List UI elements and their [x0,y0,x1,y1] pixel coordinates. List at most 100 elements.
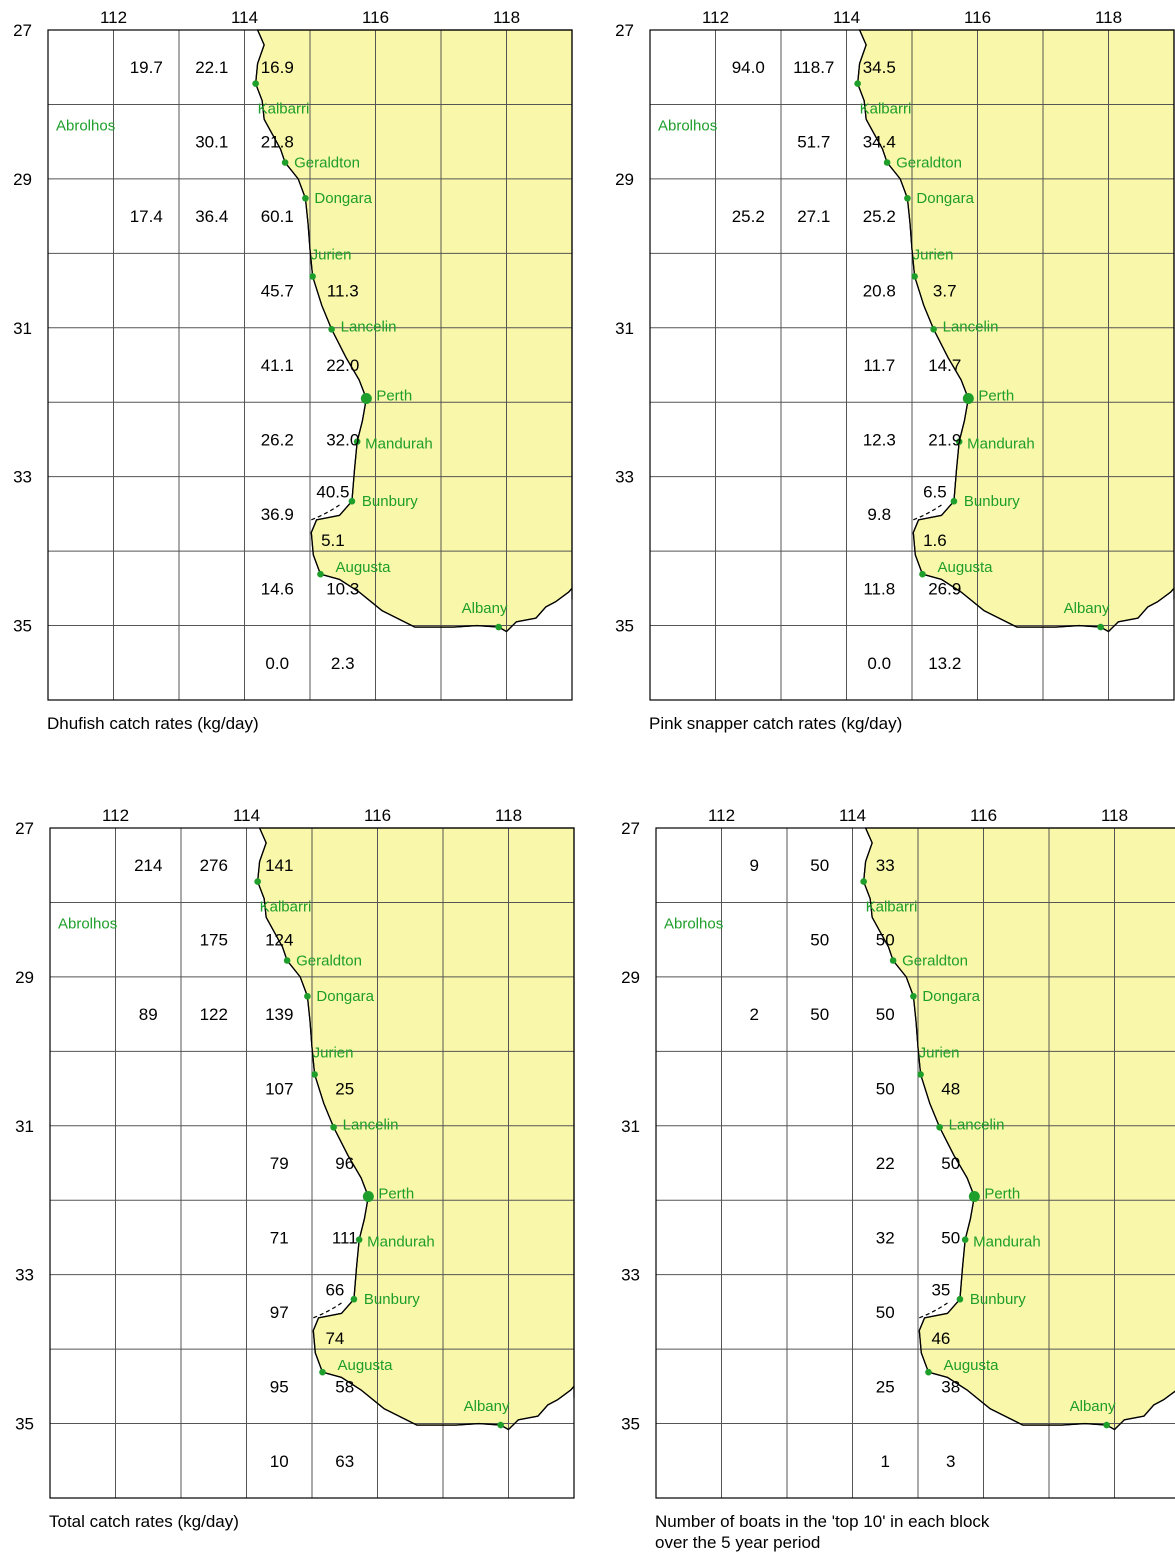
block-value: 35 [931,1281,950,1300]
block-value: 32.0 [326,430,359,449]
town-label-augusta: Augusta [335,559,391,576]
town-label-geraldton: Geraldton [902,953,968,970]
block-value: 30.1 [195,133,228,152]
block-value: 22 [876,1154,895,1173]
town-label-geraldton: Geraldton [296,953,362,970]
block-value: 22.1 [195,58,228,77]
block-value: 71 [270,1228,289,1247]
town-dot-jurien [311,1071,318,1078]
map-panel-4: 112 114 116 1182729313335KalbarriAbrolhosGe… [621,806,1175,1552]
block-value: 48 [941,1080,960,1099]
town-dot-bunbury [350,1295,358,1303]
town-label-augusta: Augusta [943,1357,999,1374]
block-value: 40.5 [316,483,349,502]
lat-tick-label: 27 [621,819,640,838]
map-frame [47,29,573,701]
town-dot-kalbarri [860,878,867,885]
block-value: 10.3 [326,579,359,598]
town-dot-kalbarri [854,80,861,87]
block-value: 50 [810,856,829,875]
town-label-kalbarri: Kalbarri [258,101,310,118]
panel-caption: over the 5 year period [655,1533,820,1552]
town-label-geraldton: Geraldton [294,155,360,172]
town-label-kalbarri: Kalbarri [860,101,912,118]
town-label-bunbury: Bunbury [970,1291,1026,1308]
town-label-bunbury: Bunbury [964,493,1020,510]
lat-tick-label: 29 [615,170,634,189]
block-value: 45.7 [261,282,294,301]
lat-tick-label: 31 [13,319,32,338]
town-label-jurien: Jurien [313,1044,354,1061]
town-label-perth: Perth [984,1186,1020,1203]
block-value: 26.2 [261,430,294,449]
block-value: 94.0 [732,58,765,77]
lat-tick-label: 31 [621,1117,640,1136]
town-dot-augusta [919,570,926,578]
block-value: 276 [200,856,228,875]
block-value: 1.6 [923,531,947,550]
lon-tick-label: 114 [233,806,260,825]
block-value: 25 [876,1377,895,1396]
panel-caption: Pink snapper catch rates (kg/day) [649,714,902,733]
town-dot-kalbarri [254,878,261,885]
town-label-abrolhos: Abrolhos [664,915,723,932]
town-dot-perth [362,1191,374,1202]
block-value: 21.9 [928,430,961,449]
town-label-dongara: Dongara [916,190,974,207]
block-value: 50 [941,1154,960,1173]
lon-tick-label: 112 [708,806,735,825]
block-value: 14.7 [928,356,961,375]
town-dot-lancelin [936,1123,943,1131]
lon-tick-label: 112 [100,8,127,27]
town-dot-bunbury [956,1295,964,1303]
block-value: 50 [876,1005,895,1024]
town-dot-geraldton [883,159,891,166]
town-label-albany: Albany [462,600,508,617]
town-label-augusta: Augusta [337,1357,393,1374]
town-dot-geraldton [281,159,289,166]
town-label-bunbury: Bunbury [364,1291,420,1308]
map-frame [649,29,1175,701]
lon-tick-label: 112 [102,806,129,825]
block-value: 175 [200,931,228,950]
block-value: 27.1 [797,207,830,226]
block-value: 141 [265,856,293,875]
block-value: 9.8 [867,505,891,524]
lon-tick-label: 116 [362,8,389,27]
town-label-abrolhos: Abrolhos [658,117,717,134]
town-label-dongara: Dongara [316,988,374,1005]
lon-tick-label: 114 [833,8,860,27]
block-value: 9 [750,856,759,875]
lat-tick-label: 35 [13,617,32,636]
block-value: 63 [335,1452,354,1471]
block-value: 5.1 [321,531,345,550]
block-value: 41.1 [261,356,294,375]
block-value: 122 [200,1005,228,1024]
block-value: 107 [265,1080,293,1099]
town-dot-lancelin [930,325,937,333]
lat-tick-label: 29 [15,968,34,987]
town-dot-jurien [911,273,918,280]
block-value: 25 [335,1080,354,1099]
town-label-mandurah: Mandurah [973,1234,1041,1251]
lat-tick-label: 35 [15,1415,34,1434]
block-value: 214 [134,856,162,875]
town-dot-perth [962,393,974,404]
lat-tick-label: 35 [615,617,634,636]
zone-boundary-dashed [913,504,942,521]
lon-tick-label: 118 [493,8,520,27]
town-dot-perth [968,1191,980,1202]
town-dot-lancelin [328,325,335,333]
town-label-kalbarri: Kalbarri [260,899,312,916]
map-panel-1: 112 114 116 118 27 29 31 33 35 Kalbarri Abrolhos Ge… [13,8,573,733]
block-value: 11.7 [863,356,895,375]
lat-tick-label: 33 [621,1266,640,1285]
town-label-dongara: Dongara [922,988,980,1005]
block-value: 34.5 [863,58,896,77]
block-value: 50 [810,1005,829,1024]
town-dot-albany [1097,623,1104,631]
land-area [255,29,573,633]
town-dot-dongara [904,194,911,202]
town-dot-bunbury [950,497,958,505]
block-value: 26.9 [928,579,961,598]
